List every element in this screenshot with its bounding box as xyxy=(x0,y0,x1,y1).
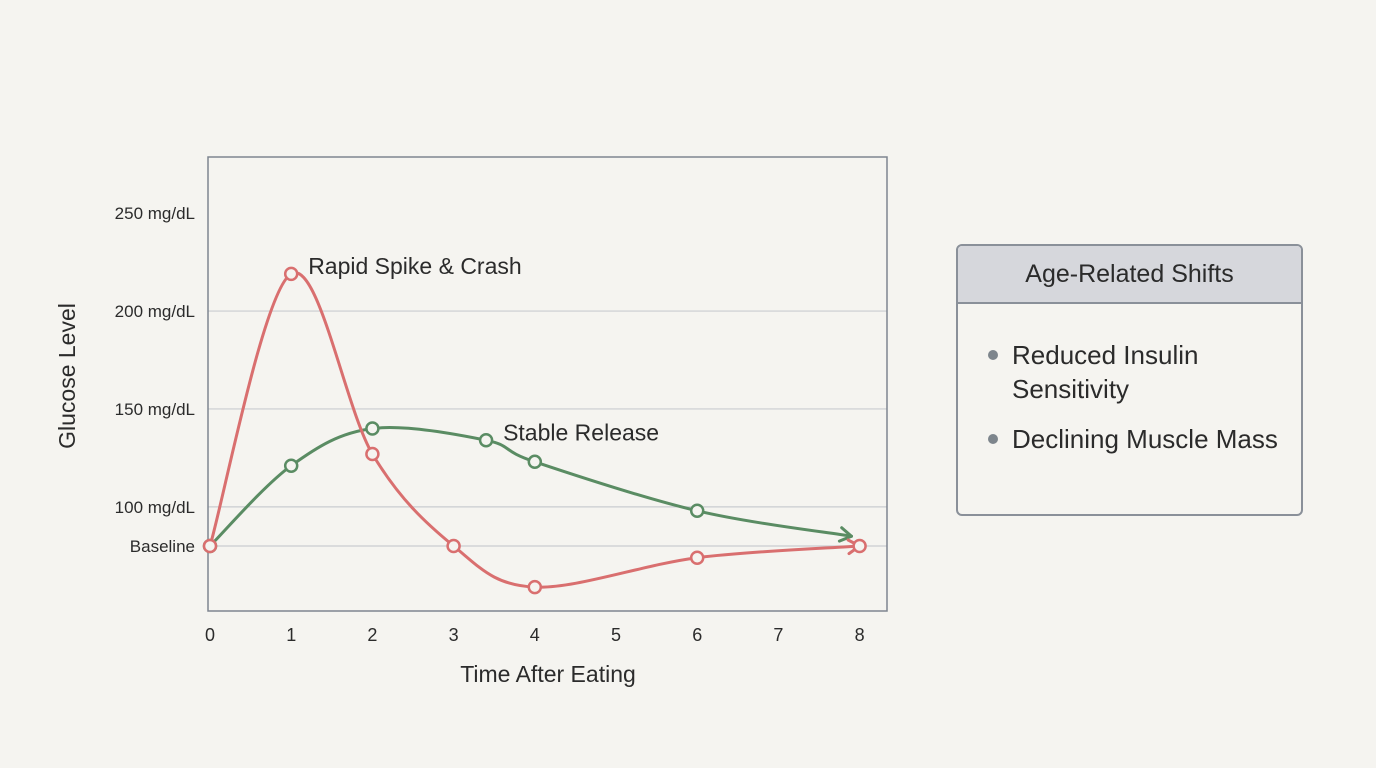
x-tick-label: 1 xyxy=(286,625,296,645)
data-point xyxy=(283,458,299,473)
data-point xyxy=(478,433,494,448)
data-point xyxy=(365,421,380,436)
data-point xyxy=(852,538,867,554)
age-related-shifts-panel: Age-Related Shifts Reduced Insulin Sensi… xyxy=(956,244,1303,516)
x-tick-label: 4 xyxy=(530,625,540,645)
plot-frame xyxy=(207,156,888,612)
y-tick-label: Baseline xyxy=(130,537,195,556)
y-axis-title: Glucose Level xyxy=(54,303,80,449)
x-tick-label: 0 xyxy=(205,625,215,645)
data-point xyxy=(202,538,218,554)
data-point xyxy=(283,266,299,282)
x-axis-title: Time After Eating xyxy=(460,661,636,687)
x-tick-label: 6 xyxy=(692,625,702,645)
list-item: Declining Muscle Mass xyxy=(988,422,1281,456)
annotation-layer: Rapid Spike & Crash Stable Release xyxy=(308,253,659,445)
list-item: Reduced Insulin Sensitivity xyxy=(988,338,1281,406)
list-item-text: Declining Muscle Mass xyxy=(1012,424,1278,454)
x-tick-label: 2 xyxy=(367,625,377,645)
series-layer xyxy=(202,266,867,595)
data-point xyxy=(527,579,543,595)
x-tick-label: 5 xyxy=(611,625,621,645)
y-tick-label: 100 mg/dL xyxy=(115,498,195,517)
bullet-icon xyxy=(988,350,998,360)
shift-list: Reduced Insulin Sensitivity Declining Mu… xyxy=(958,304,1301,456)
annotation-label: Rapid Spike & Crash xyxy=(308,253,522,279)
series-line xyxy=(208,426,853,548)
x-tick-label: 8 xyxy=(855,625,865,645)
y-tick-labels: Baseline 100 mg/dL 150 mg/dL 200 mg/dL 250 m… xyxy=(115,204,195,556)
data-point xyxy=(365,446,380,462)
y-tick-label: 250 mg/dL xyxy=(115,204,195,223)
data-point xyxy=(689,503,705,519)
y-tick-label: 200 mg/dL xyxy=(115,302,195,321)
series-rapid-spike-crash xyxy=(202,266,867,595)
y-tick-label: 150 mg/dL xyxy=(115,400,195,419)
x-tick-label: 7 xyxy=(773,625,783,645)
x-tick-label: 3 xyxy=(449,625,459,645)
panel-title: Age-Related Shifts xyxy=(958,246,1301,304)
annotation-label: Stable Release xyxy=(503,419,659,445)
data-point xyxy=(446,538,461,554)
x-tick-labels: 0 1 2 3 4 5 6 7 8 xyxy=(205,625,865,645)
series-stable-release xyxy=(202,421,853,554)
data-point xyxy=(689,550,705,565)
data-point xyxy=(527,454,543,470)
list-item-text: Reduced Insulin Sensitivity xyxy=(1012,340,1199,404)
arrow-head-icon xyxy=(837,526,853,543)
bullet-icon xyxy=(988,434,998,444)
